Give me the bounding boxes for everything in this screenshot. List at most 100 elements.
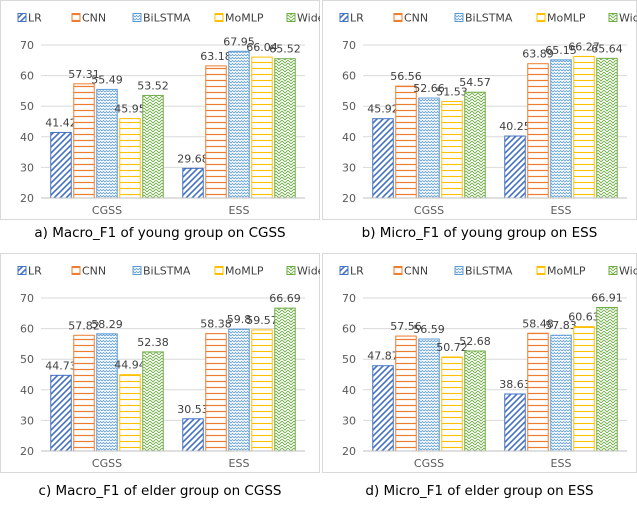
bar-lr-cgss [372, 118, 394, 199]
legend-swatch-momlp [536, 266, 546, 275]
data-label-momlp-ess: 59.57 [246, 314, 278, 327]
data-label-momlp-cgss: 50.72 [436, 341, 468, 354]
panel-caption: d) Micro_F1 of elder group on ESS [365, 483, 594, 499]
bar-bilstma-ess [550, 59, 572, 199]
legend-label-lr: LR [350, 12, 364, 25]
legend-label-momlp: MoMLP [547, 265, 586, 278]
data-label-bilstma-ess: 57.83 [545, 319, 577, 332]
category-label-cgss: CGSS [92, 457, 122, 470]
data-label-widedeep-cgss: 52.68 [459, 335, 491, 348]
data-label-bilstma-ess: 65.15 [545, 44, 577, 57]
bar-momlp-ess [251, 56, 273, 199]
data-label-widedeep-ess: 66.91 [591, 291, 623, 304]
legend-swatch-cnn [71, 266, 81, 275]
legend-swatch-bilstma [132, 13, 142, 22]
data-label-bilstma-cgss: 56.59 [413, 323, 445, 336]
legend-label-widedeep: WideDeep [619, 265, 637, 278]
category-label-ess: ESS [229, 457, 250, 470]
data-label-cnn-ess: 58.38 [200, 318, 232, 331]
bar-cnn-cgss [73, 83, 95, 199]
legend-swatch-bilstma [132, 266, 142, 275]
data-label-lr-ess: 30.53 [177, 403, 209, 416]
bar-lr-ess [182, 167, 204, 199]
bar-cnn-ess [205, 333, 227, 452]
legend-swatch-momlp [214, 266, 224, 275]
y-tick-label: 20 [342, 445, 356, 458]
legend-label-momlp: MoMLP [225, 12, 264, 25]
bar-bilstma-cgss [418, 338, 440, 452]
y-tick-label: 70 [342, 292, 356, 305]
legend-swatch-bilstma [454, 13, 464, 22]
data-label-widedeep-cgss: 53.52 [137, 79, 169, 92]
bar-widedeep-ess [274, 58, 296, 199]
bar-lr-cgss [50, 374, 72, 452]
bar-widedeep-cgss [142, 94, 164, 199]
panel-caption: a) Macro_F1 of young group on CGSS [34, 225, 286, 241]
legend-label-cnn: CNN [404, 12, 428, 25]
panel-micro-elder: 20 30 40 50 60 70 47.87 57.56 56.59 50.72 52.68 CGS… [322, 253, 637, 510]
data-label-lr-ess: 29.68 [177, 152, 209, 165]
y-tick-label: 70 [342, 39, 356, 52]
bar-momlp-ess [251, 329, 273, 452]
legend-swatch-cnn [393, 266, 403, 275]
panel-macro-elder: 20 30 40 50 60 70 44.73 57.82 58.29 44.94 52.38 CGS… [0, 253, 320, 510]
data-label-momlp-cgss: 45.95 [114, 103, 146, 116]
data-label-lr-ess: 38.63 [499, 378, 531, 391]
bar-lr-ess [504, 393, 526, 452]
y-tick-label: 70 [20, 292, 34, 305]
legend-label-cnn: CNN [404, 265, 428, 278]
bar-widedeep-ess [596, 57, 618, 199]
y-tick-label: 60 [342, 323, 356, 336]
panel-macro-young: 20 30 40 50 60 70 41.42 57.31 55.49 45.95 53.52 CGS… [0, 0, 320, 248]
panel-caption: b) Micro_F1 of young group on ESS [361, 225, 598, 241]
data-label-cnn-cgss: 56.56 [390, 70, 422, 83]
legend-label-bilstma: BiLSTMA [143, 265, 191, 278]
data-label-momlp-cgss: 51.53 [436, 86, 468, 99]
bar-momlp-cgss [119, 118, 141, 199]
data-label-lr-cgss: 44.73 [45, 359, 77, 372]
data-label-lr-cgss: 45.92 [367, 103, 399, 116]
y-tick-label: 50 [20, 100, 34, 113]
category-label-ess: ESS [551, 204, 572, 217]
bar-bilstma-ess [550, 334, 572, 452]
data-label-bilstma-cgss: 52.66 [413, 82, 445, 95]
data-label-cnn-cgss: 57.56 [390, 320, 422, 333]
panel-caption: c) Macro_F1 of elder group on CGSS [38, 483, 282, 499]
bar-cnn-ess [527, 332, 549, 452]
data-label-cnn-ess: 63.89 [522, 48, 554, 61]
data-label-bilstma-cgss: 55.49 [91, 73, 123, 86]
legend-label-lr: LR [350, 265, 364, 278]
data-label-bilstma-ess: 67.95 [223, 35, 255, 48]
legend-swatch-momlp [214, 13, 224, 22]
data-label-widedeep-ess: 65.64 [591, 42, 623, 55]
bar-momlp-cgss [441, 356, 463, 452]
data-label-bilstma-cgss: 58.29 [91, 318, 123, 331]
legend-swatch-lr [17, 266, 27, 275]
data-label-momlp-ess: 60.63 [568, 311, 600, 324]
bar-widedeep-ess [274, 307, 296, 452]
bar-widedeep-cgss [464, 350, 486, 452]
legend-swatch-lr [17, 13, 27, 22]
legend-label-lr: LR [28, 12, 42, 25]
legend-label-cnn: CNN [82, 265, 106, 278]
bar-lr-ess [182, 418, 204, 452]
category-label-cgss: CGSS [92, 204, 122, 217]
y-tick-label: 20 [20, 192, 34, 205]
data-label-cnn-cgss: 57.82 [68, 319, 100, 332]
bar-widedeep-cgss [464, 91, 486, 199]
category-label-ess: ESS [551, 457, 572, 470]
y-tick-label: 30 [342, 414, 356, 427]
data-label-widedeep-cgss: 52.38 [137, 336, 169, 349]
legend-label-lr: LR [28, 265, 42, 278]
data-label-lr-cgss: 47.87 [367, 350, 399, 363]
bar-momlp-ess [573, 326, 595, 452]
data-label-cnn-ess: 63.18 [200, 50, 232, 63]
y-tick-label: 70 [20, 39, 34, 52]
category-label-cgss: CGSS [414, 457, 444, 470]
legend-label-widedeep: WideDeep [297, 265, 320, 278]
bar-lr-cgss [372, 365, 394, 452]
y-tick-label: 60 [20, 323, 34, 336]
